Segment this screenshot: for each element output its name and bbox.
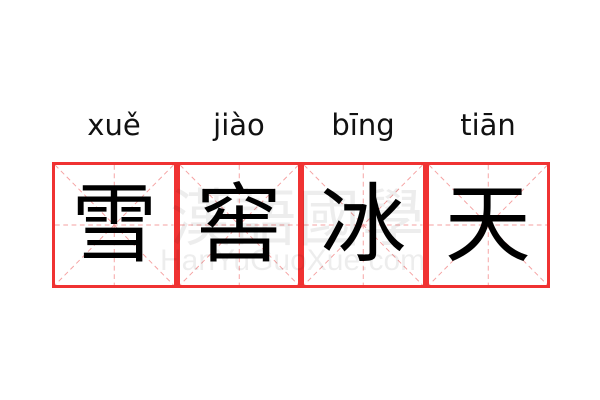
hanzi-1: 雪 [71,175,158,275]
pinyin-1: xuě [87,108,141,142]
guide-lines [179,165,298,285]
character-grid: 雪 窖 冰 天 [52,162,550,288]
pinyin-2: jiào [213,108,265,142]
hanzi-4: 天 [444,175,531,275]
character-cell: 窖 [176,162,301,288]
guide-lines [428,165,547,285]
character-cell: 冰 [301,162,426,288]
pinyin-4: tiān [460,108,516,142]
guide-lines [304,165,423,285]
hanzi-2: 窖 [195,175,282,275]
character-cell: 天 [425,162,550,288]
hanzi-3: 冰 [320,175,407,275]
character-cell: 雪 [52,162,177,288]
guide-lines [55,165,174,285]
pinyin-3: bīng [331,108,395,142]
